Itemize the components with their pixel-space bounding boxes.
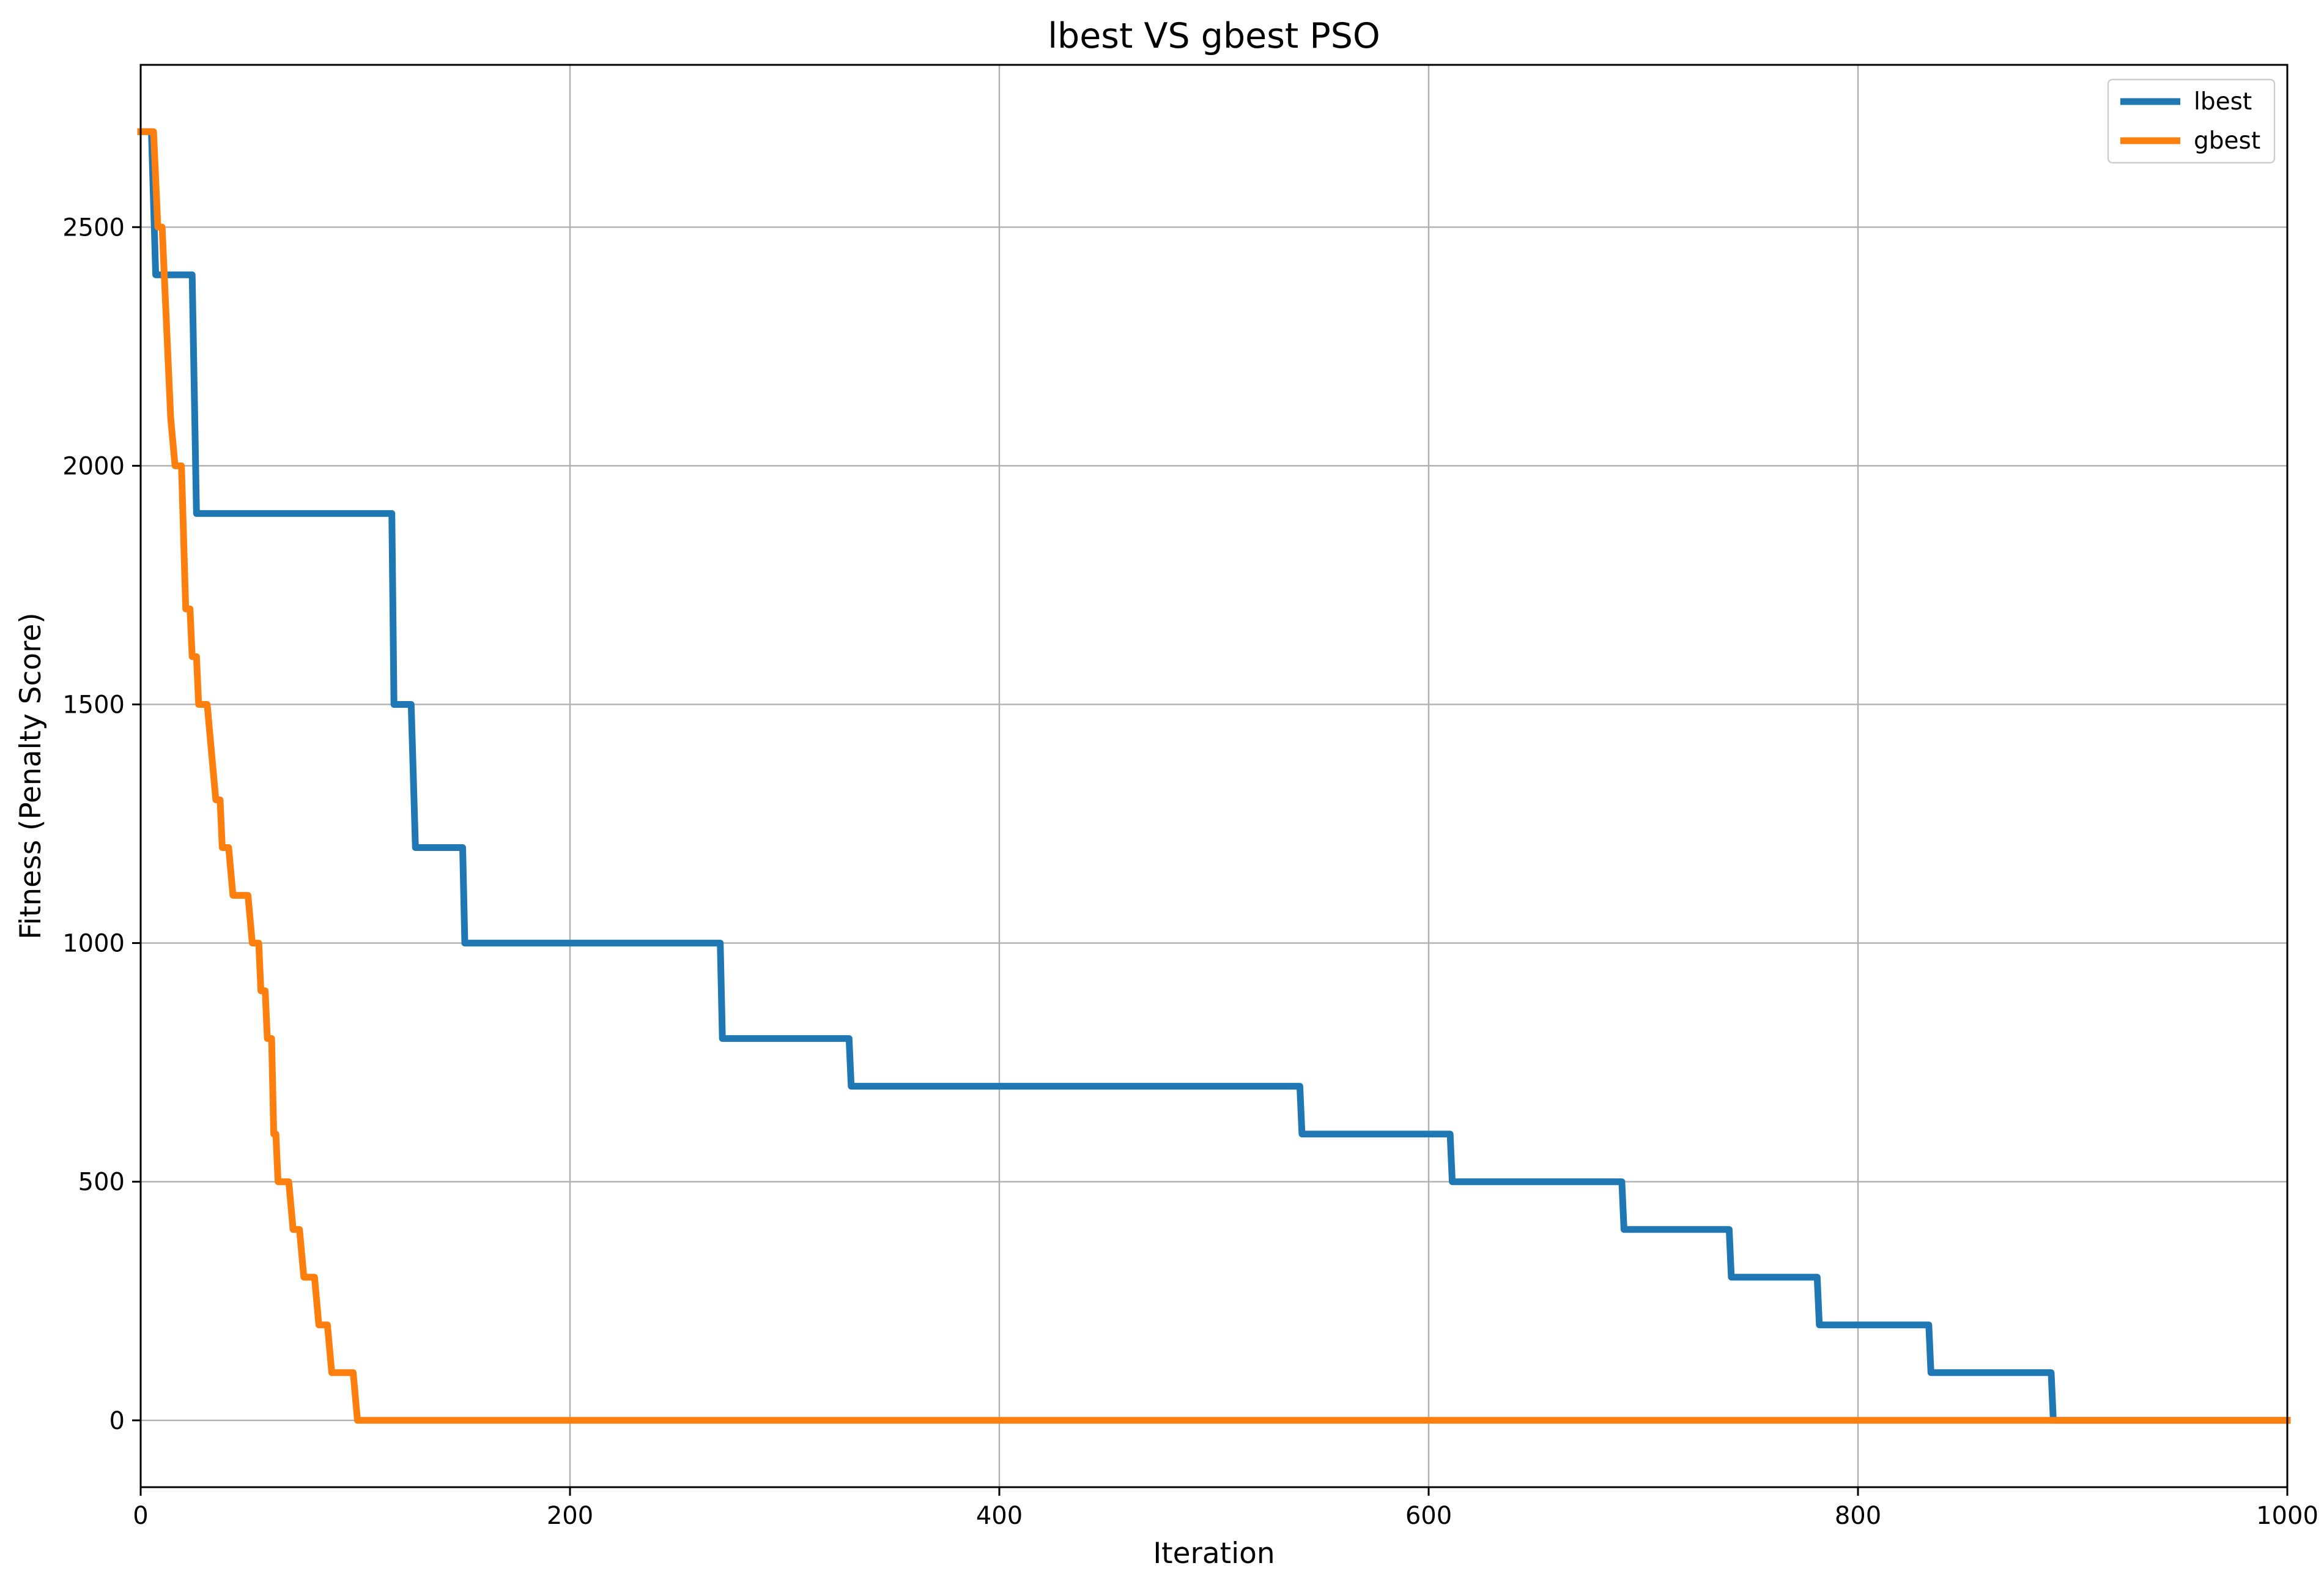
x-axis-label: Iteration [1153, 1537, 1275, 1570]
y-tick-label-0: 0 [109, 1407, 125, 1435]
series-line-gbest [137, 128, 2291, 1424]
y-tick-label-5: 2500 [62, 214, 125, 242]
chart-title: lbest VS gbest PSO [1048, 16, 1380, 56]
x-tick-label-1: 200 [547, 1502, 593, 1530]
legend-label-lbest: lbest [2194, 88, 2252, 116]
series-line-lbest [137, 128, 2291, 1424]
y-axis-label: Fitness (Penalty Score) [14, 612, 48, 939]
legend: lbest gbest [2107, 78, 2276, 164]
x-tick-label-0: 0 [133, 1502, 148, 1530]
x-tick-label-3: 600 [1405, 1502, 1452, 1530]
y-tick-label-1: 500 [78, 1168, 125, 1197]
x-tick-label-2: 400 [976, 1502, 1023, 1530]
y-tick-label-4: 2000 [62, 452, 125, 480]
y-tick-label-3: 1500 [62, 691, 125, 719]
axis-ticks: 0 200 400 600 800 1000 0 500 1000 1500 2000 2500 [62, 214, 2318, 1530]
x-tick-label-5: 1000 [2256, 1502, 2318, 1530]
plot-area-frame [139, 64, 2289, 1488]
legend-label-gbest: gbest [2194, 127, 2260, 155]
y-tick-label-2: 1000 [62, 930, 125, 958]
x-tick-label-4: 800 [1835, 1502, 1881, 1530]
series-lines [137, 128, 2291, 1424]
